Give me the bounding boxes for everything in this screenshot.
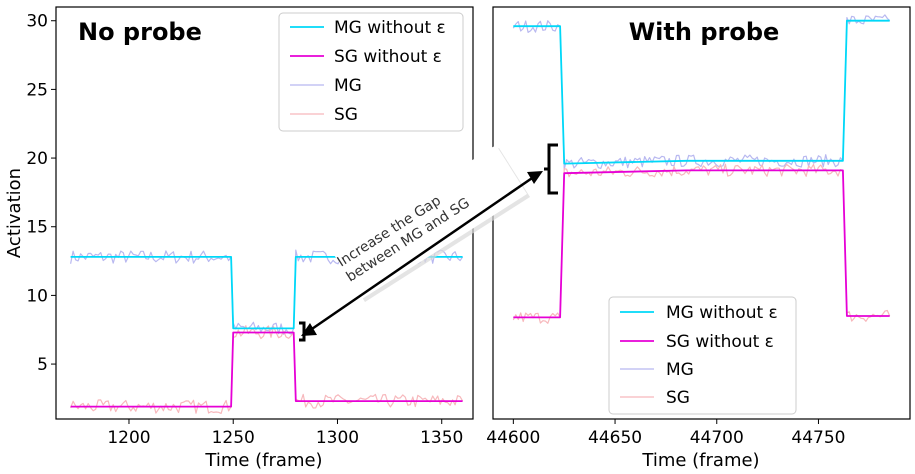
x-ticks: 44600 44650 44700 44750 [486,419,846,448]
x-tick-label: 1200 [107,428,150,448]
legend-box [278,12,464,132]
annotation-arrow-head [527,171,543,184]
panel-with-probe: 44600 44650 44700 44750 With probe Time (fr… [486,6,911,471]
x-axis-label: Time (frame) [641,450,759,471]
series-group [512,14,891,324]
y-tick-label: 5 [37,355,48,375]
x-tick-label: 44700 [690,428,744,448]
series-line-sg-without- [70,331,463,408]
series-line-mg-without- [513,19,890,165]
x-tick-label: 44600 [486,428,540,448]
series-line-sg [512,163,891,324]
legend-entry: SG without ε [334,47,442,67]
legend-entry: SG without ε [666,332,774,352]
panel-title: No probe [78,18,202,46]
series-line-sg-without- [513,169,890,319]
x-tick-label: 44650 [588,428,642,448]
x-tick-label: 44750 [791,428,845,448]
legend: MG without ε SG without ε MG SG [608,296,797,415]
annotation-box [331,145,527,299]
gap-annotation: Increase the Gap between MG and SG [299,143,558,342]
y-tick-label: 30 [26,12,48,32]
x-tick-label: 1350 [420,428,463,448]
x-tick-label: 1250 [212,428,255,448]
legend: MG without ε SG without ε MG SG [278,12,464,132]
y-tick-label: 10 [26,286,48,306]
panel-title: With probe [629,18,780,46]
series-line-mg [512,14,891,171]
x-tick-label: 1300 [316,428,359,448]
legend-entry: MG without ε [666,303,778,323]
gap-bracket-right [544,143,558,195]
annotation-arrow-line [305,172,539,335]
series-line-sg [70,325,464,414]
y-tick-label: 25 [26,80,48,100]
y-tick-label: 20 [26,149,48,169]
y-ticks: 5 10 15 20 25 30 [26,12,56,375]
x-axis-label: Time (frame) [204,450,322,471]
legend-entry: MG [666,360,694,380]
legend-entry: SG [666,388,690,408]
annotation-arrow-tail [301,323,317,336]
y-tick-label: 15 [26,218,48,238]
legend-entry: MG without ε [334,18,446,38]
legend-entry: MG [334,76,362,96]
legend-entry: SG [334,105,358,125]
series-line-mg-without- [70,255,463,330]
legend-box [608,296,797,415]
x-ticks: 1200 1250 1300 1350 [107,419,463,448]
y-axis-label: Activation [4,168,25,258]
gap-bracket-left [299,321,306,342]
